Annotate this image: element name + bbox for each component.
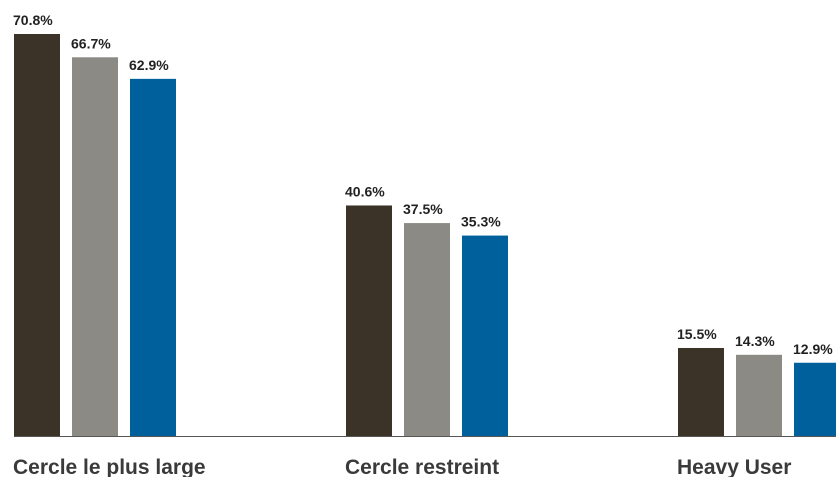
value-label-1-series-1: 70.8%: [13, 12, 53, 28]
value-label-3-series-1: 15.5%: [677, 326, 717, 342]
bar-2-series-3: [462, 235, 508, 436]
value-label-1-series-2: 66.7%: [71, 35, 111, 51]
value-labels-layer: 70.8% 66.7% 62.9% 40.6% 37.5% 35.3% 15.5% 14.3%…: [13, 12, 833, 357]
bar-3-series-2: [736, 354, 782, 436]
bar-1-series-2: [72, 57, 118, 436]
value-label-3-series-2: 14.3%: [735, 333, 775, 349]
category-labels-layer: Cercle le plus large Cercle restreint Heav…: [13, 456, 791, 477]
bar-3-series-1: [678, 347, 724, 436]
bars-layer: [14, 34, 836, 437]
bar-3-series-3: [794, 362, 836, 436]
bar-2-series-1: [346, 205, 392, 436]
category-label-1: Cercle le plus large: [13, 456, 206, 477]
value-label-3-series-3: 12.9%: [793, 341, 833, 357]
value-label-1-series-3: 62.9%: [129, 57, 169, 73]
value-label-2-series-1: 40.6%: [345, 183, 385, 199]
category-label-2: Cercle restreint: [345, 456, 499, 477]
category-label-3: Heavy User: [677, 456, 791, 477]
bar-1-series-1: [14, 34, 60, 436]
value-label-2-series-3: 35.3%: [461, 214, 501, 230]
value-label-2-series-2: 37.5%: [403, 201, 443, 217]
bar-2-series-2: [404, 223, 450, 436]
bar-1-series-3: [130, 78, 176, 437]
